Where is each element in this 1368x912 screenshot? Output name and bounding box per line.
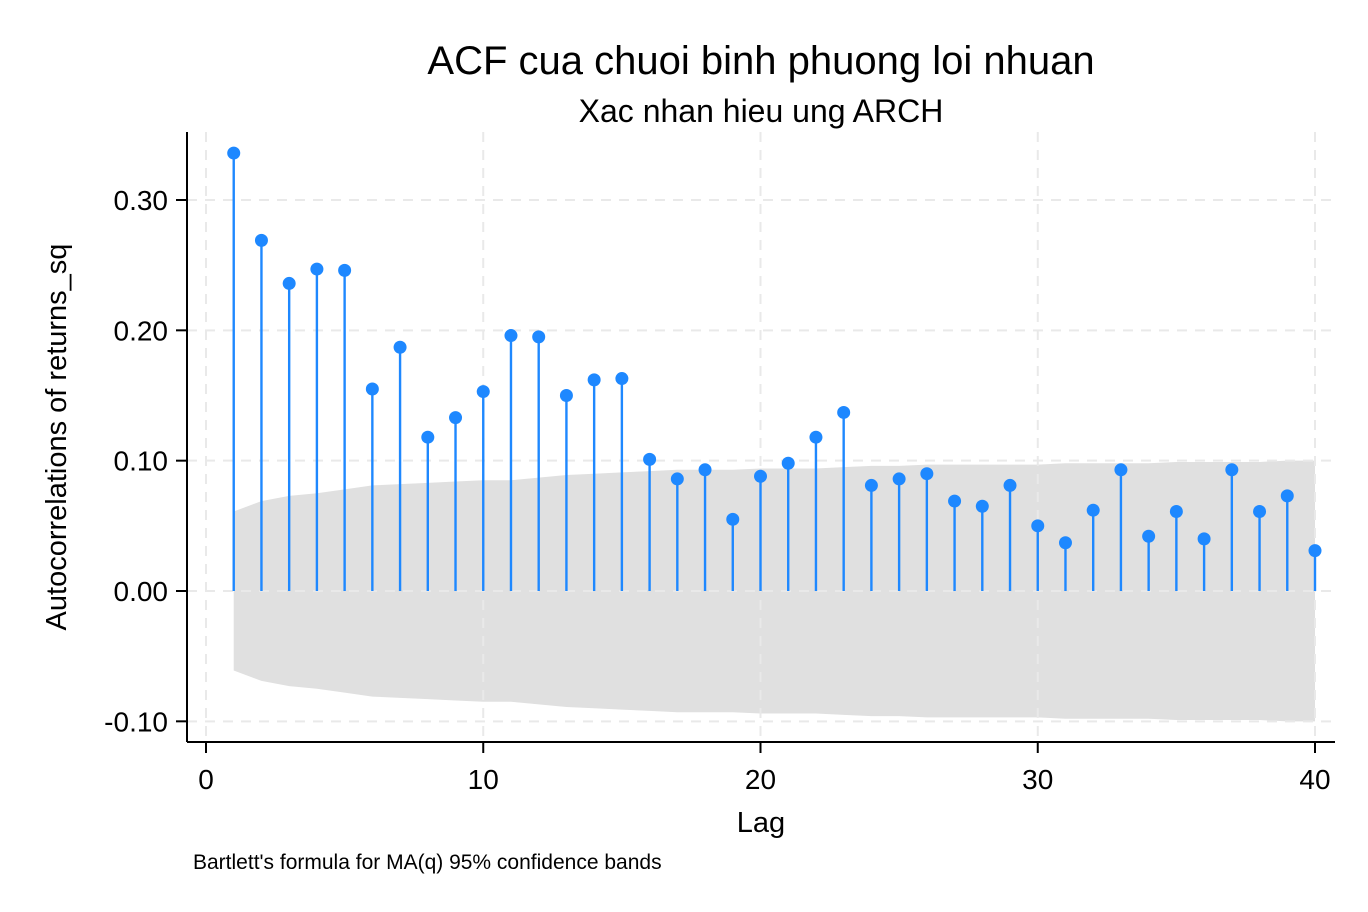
y-tick-label-0: -0.10: [104, 706, 168, 737]
acf-point-lag-1: [227, 146, 241, 160]
confidence-band: [233, 460, 1316, 722]
x-tick-label-0: 0: [198, 764, 214, 795]
x-axis-label: Lag: [737, 807, 785, 839]
acf-point-lag-10: [476, 385, 490, 399]
acf-point-lag-25: [892, 472, 906, 486]
gridlines-group: [187, 132, 1335, 742]
acf-point-lag-2: [254, 233, 268, 247]
acf-point-lag-30: [1031, 519, 1045, 533]
acf-point-lag-32: [1086, 503, 1100, 517]
acf-point-lag-29: [1003, 478, 1017, 492]
acf-point-lag-37: [1225, 463, 1239, 477]
acf-point-lag-9: [449, 411, 463, 425]
acf-point-lag-11: [504, 329, 518, 343]
acf-point-lag-34: [1142, 529, 1156, 543]
acf-point-lag-31: [1058, 536, 1072, 550]
confidence-band-group: [233, 460, 1316, 722]
acf-point-lag-39: [1280, 489, 1294, 503]
acf-point-lag-16: [643, 452, 657, 466]
acf-stems-group: [227, 146, 1322, 591]
acf-point-lag-5: [338, 263, 352, 277]
acf-point-lag-20: [754, 469, 767, 483]
axes-group: 0 10 20 30 40 -0.10 0.00 0.10 0.20 0.30: [104, 132, 1335, 795]
chart-subtitle: Xac nhan hieu ung ARCH: [579, 93, 944, 129]
x-tick-label-4: 40: [1299, 764, 1330, 795]
acf-point-lag-21: [781, 456, 795, 470]
acf-point-lag-14: [587, 373, 601, 387]
acf-point-lag-24: [864, 478, 878, 492]
acf-point-lag-26: [920, 467, 934, 481]
chart-title: ACF cua chuoi binh phuong loi nhuan: [427, 39, 1094, 83]
acf-point-lag-40: [1308, 544, 1322, 558]
y-axis-label: Autocorrelations of returns_sq: [41, 244, 73, 631]
acf-point-lag-33: [1114, 463, 1128, 477]
acf-point-lag-15: [615, 372, 629, 386]
acf-point-lag-28: [975, 499, 989, 513]
y-tick-label-4: 0.30: [114, 185, 169, 216]
acf-point-lag-8: [421, 430, 435, 444]
x-tick-label-1: 10: [468, 764, 499, 795]
acf-point-lag-19: [726, 512, 740, 526]
acf-point-lag-3: [282, 276, 296, 290]
acf-point-lag-36: [1197, 532, 1211, 546]
y-tick-label-2: 0.10: [114, 446, 169, 477]
acf-point-lag-18: [698, 463, 712, 477]
x-tick-label-3: 30: [1022, 764, 1053, 795]
acf-point-lag-6: [365, 382, 379, 396]
y-tick-label-1: 0.00: [114, 576, 169, 607]
x-tick-label-2: 20: [745, 764, 776, 795]
acf-point-lag-4: [310, 262, 324, 276]
acf-point-lag-12: [532, 330, 546, 344]
acf-point-lag-35: [1169, 504, 1183, 518]
acf-point-lag-17: [670, 472, 684, 486]
acf-point-lag-7: [393, 340, 407, 354]
chart-note: Bartlett's formula for MA(q) 95% confide…: [193, 851, 662, 874]
acf-point-lag-27: [948, 494, 962, 508]
acf-point-lag-23: [837, 405, 851, 419]
acf-point-lag-22: [809, 430, 823, 444]
y-tick-label-3: 0.20: [114, 315, 169, 346]
acf-point-lag-13: [559, 389, 573, 402]
acf-point-lag-38: [1253, 504, 1267, 518]
